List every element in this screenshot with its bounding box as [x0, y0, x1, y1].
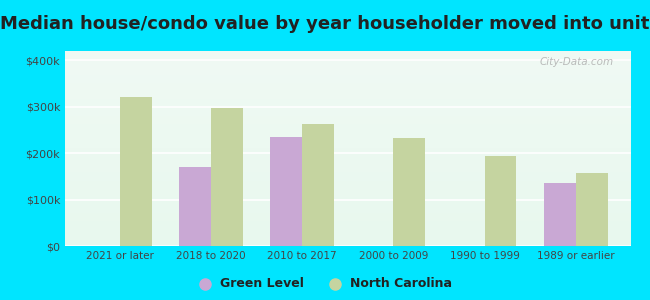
Bar	[484, 156, 517, 246]
Bar	[544, 183, 576, 246]
Bar	[302, 124, 334, 246]
Bar	[576, 172, 608, 246]
Text: Green Level: Green Level	[220, 277, 304, 290]
Text: Median house/condo value by year householder moved into unit: Median house/condo value by year househo…	[0, 15, 650, 33]
Text: North Carolina: North Carolina	[350, 277, 452, 290]
Bar	[211, 108, 243, 246]
Bar	[270, 137, 302, 246]
Text: City-Data.com: City-Data.com	[540, 57, 614, 67]
Bar	[393, 138, 425, 246]
Bar	[120, 98, 151, 246]
Bar	[179, 167, 211, 246]
